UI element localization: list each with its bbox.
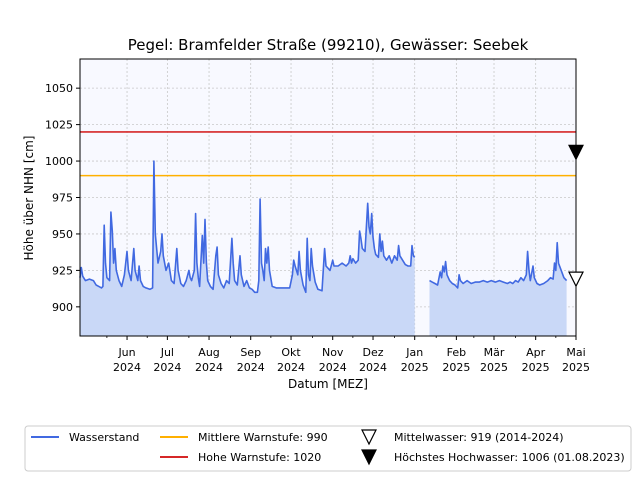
x-tick-label-year-7: 2025 — [401, 361, 429, 374]
x-tick-label-month-2: Aug — [198, 346, 219, 359]
series-line-layer — [79, 160, 568, 294]
x-tick-label-month-9: Mär — [484, 346, 505, 359]
y-tick-label-925: 925 — [52, 264, 73, 277]
x-tick-label-year-1: 2024 — [153, 361, 181, 374]
legend-label-wasserstand: Wasserstand — [69, 431, 139, 444]
y-tick-label-1025: 1025 — [45, 119, 73, 132]
x-tick-label-year-3: 2024 — [237, 361, 265, 374]
x-tick-label-year-4: 2024 — [277, 361, 305, 374]
x-tick-label-month-11: Mai — [566, 346, 585, 359]
x-tick-label-month-7: Jan — [405, 346, 423, 359]
y-tick-label-975: 975 — [52, 192, 73, 205]
x-tick-label-year-2: 2024 — [195, 361, 223, 374]
y-axis: 900 925 950 975 1000 1025 1050 — [45, 82, 80, 314]
legend-label-mittlere-warnstufe: Mittlere Warnstufe: 990 — [198, 431, 328, 444]
chart-title: Pegel: Bramfelder Straße (99210), Gewäss… — [128, 36, 529, 54]
x-tick-label-year-0: 2024 — [113, 361, 141, 374]
reference-lines — [80, 131, 576, 177]
y-tick-label-1050: 1050 — [45, 82, 73, 95]
x-tick-label-month-0: Jun — [117, 346, 135, 359]
x-tick-label-month-6: Dez — [363, 346, 384, 359]
legend: Wasserstand Mittlere Warnstufe: 990 Hohe… — [24, 425, 632, 472]
filled-triangle-marker-1006 — [568, 144, 584, 161]
x-tick-label-month-3: Sep — [240, 346, 261, 359]
x-tick-label-year-10: 2025 — [522, 361, 550, 374]
x-tick-label-year-11: 2025 — [562, 361, 590, 374]
x-tick-label-year-5: 2024 — [319, 361, 347, 374]
legend-label-hoechstes-hochwasser: Höchstes Hochwasser: 1006 (01.08.2023) — [394, 451, 625, 464]
series-line-0-0 — [79, 160, 416, 294]
x-tick-label-year-6: 2024 — [359, 361, 387, 374]
area-fill-layer — [80, 161, 567, 336]
x-tick-label-month-5: Nov — [322, 346, 344, 359]
series-area-0-1 — [429, 242, 567, 336]
x-tick-label-year-9: 2025 — [480, 361, 508, 374]
x-tick-label-month-4: Okt — [281, 346, 301, 359]
x-tick-label-month-8: Feb — [447, 346, 466, 359]
x-axis: Jun 2024 Jul 2024 Aug 2024 Sep 2024 Okt 2024 Nov 20… — [106, 336, 590, 374]
y-tick-label-950: 950 — [52, 228, 73, 241]
series-line-0-1 — [429, 241, 568, 289]
y-axis-title: Höhe über NHN [cm] — [22, 136, 36, 261]
x-tick-label-month-10: Apr — [526, 346, 546, 359]
legend-label-mittelwasser: Mittelwasser: 919 (2014-2024) — [394, 431, 564, 444]
y-tick-label-900: 900 — [52, 301, 73, 314]
legend-filled-triangle-icon — [361, 449, 377, 466]
x-axis-title: Datum [MEZ] — [288, 377, 368, 391]
x-tick-label-year-8: 2025 — [442, 361, 470, 374]
x-tick-label-month-1: Jul — [160, 346, 174, 359]
open-triangle-marker-919 — [568, 271, 584, 288]
legend-label-hohe-warnstufe: Hohe Warnstufe: 1020 — [198, 451, 321, 464]
marker-layer — [568, 144, 584, 288]
legend-open-triangle-icon — [361, 429, 377, 446]
series-area-0-0 — [80, 161, 415, 336]
y-tick-label-1000: 1000 — [45, 155, 73, 168]
